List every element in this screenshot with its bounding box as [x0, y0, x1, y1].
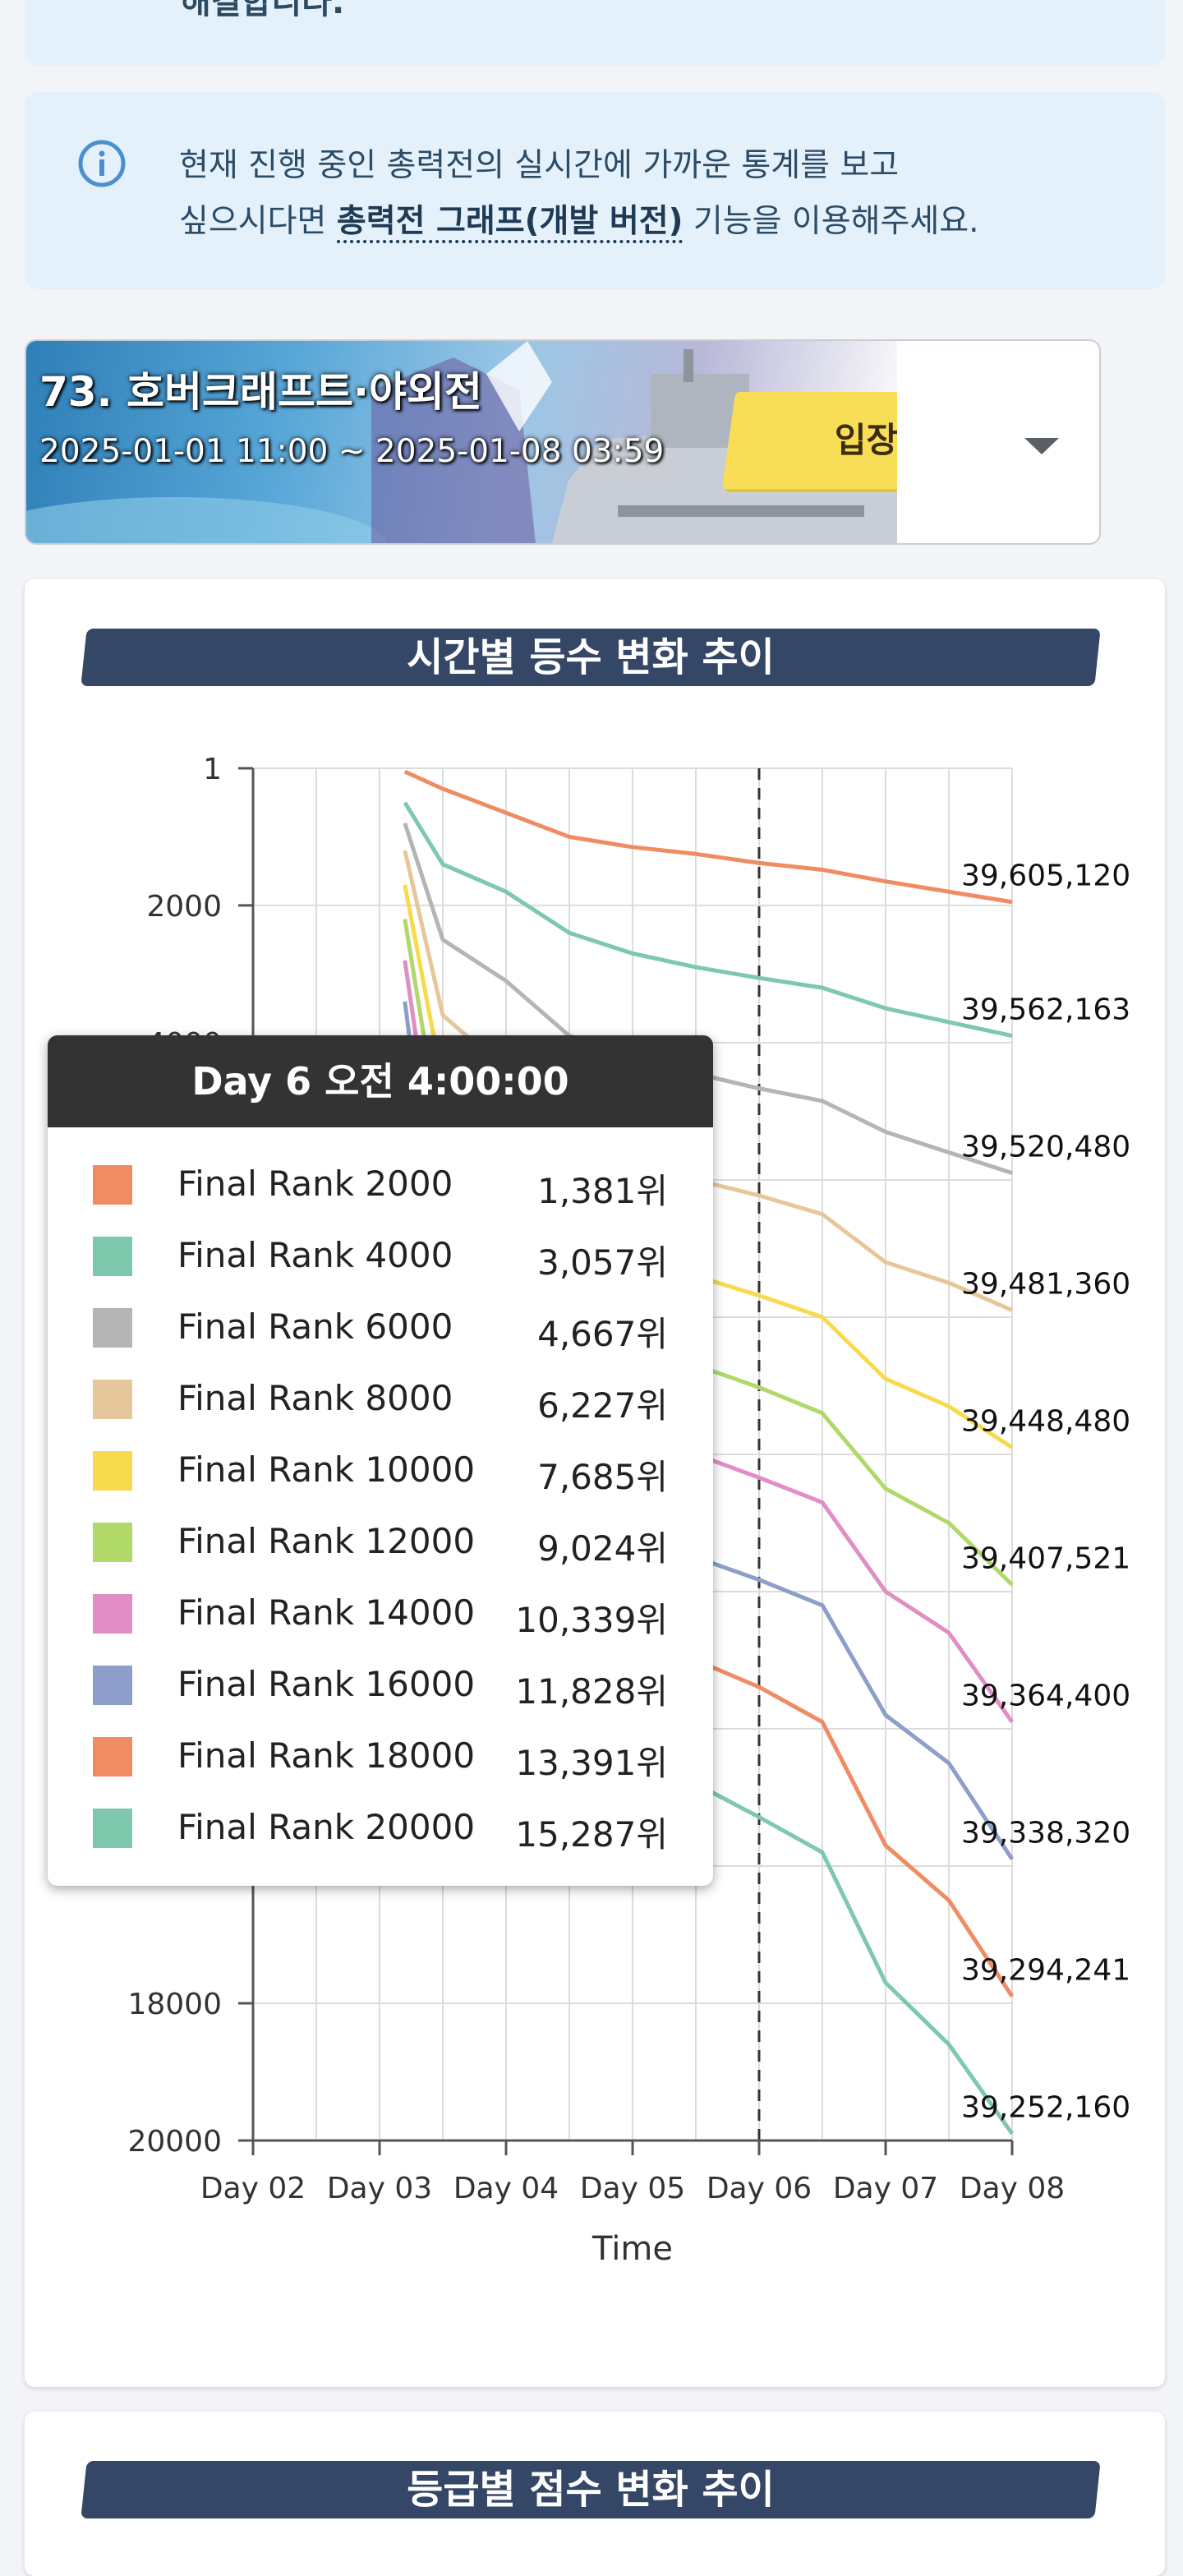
- tooltip-series-value: 13,391위: [515, 1743, 668, 1783]
- series-line: [403, 801, 1013, 1039]
- tooltip-swatch: [93, 1594, 132, 1634]
- info-top-text: 해결합니다.: [181, 0, 345, 21]
- series-end-label: 39,252,160: [961, 2091, 1130, 2125]
- series-end-label: 39,294,241: [961, 1954, 1130, 1988]
- series-end-label: 39,481,360: [961, 1268, 1130, 1302]
- chevron-down-icon[interactable]: [1024, 438, 1059, 454]
- x-tick-label: Day 06: [707, 2172, 812, 2205]
- tooltip-series-value: 4,667위: [537, 1314, 668, 1354]
- grade-panel-title: 등급별 점수 변화 추이: [407, 2467, 775, 2513]
- x-tick-label: Day 08: [960, 2172, 1065, 2205]
- tooltip-series-name: Final Rank 10000: [177, 1449, 476, 1490]
- tooltip-header: Day 6 오전 4:00:00: [48, 1035, 713, 1127]
- tooltip-series-value: 6,227위: [537, 1385, 668, 1426]
- tooltip-swatch: [93, 1237, 132, 1276]
- series-end-label: 39,364,400: [961, 1680, 1130, 1713]
- tooltip-swatch: [93, 1809, 132, 1848]
- tooltip-row: Final Rank 18000 13,391위: [48, 1729, 713, 1800]
- tooltip-series-name: Final Rank 12000: [177, 1521, 476, 1561]
- tooltip-series-name: Final Rank 20000: [177, 1807, 476, 1847]
- tooltip-swatch: [93, 1451, 132, 1491]
- tooltip-swatch: [93, 1523, 132, 1562]
- x-tick-label: Day 07: [833, 2172, 938, 2205]
- x-tick-label: Day 05: [580, 2172, 685, 2205]
- x-tick-label: Day 03: [327, 2172, 432, 2205]
- tooltip-series-value: 15,287위: [515, 1814, 668, 1855]
- series-line: [403, 769, 1013, 905]
- tooltip-row: Final Rank 10000 7,685위: [48, 1443, 713, 1514]
- chart-panel-title: 시간별 등수 변화 추이: [407, 634, 775, 680]
- notice-line-2: 싶으시다면 총력전 그래프(개발 버전) 기능을 이용해주세요.: [179, 196, 979, 243]
- tooltip-row: Final Rank 6000 4,667위: [48, 1300, 713, 1371]
- tooltip-series-value: 11,828위: [515, 1671, 668, 1712]
- tooltip-row: Final Rank 20000 15,287위: [48, 1800, 713, 1871]
- tooltip-series-name: Final Rank 18000: [177, 1735, 476, 1776]
- series-end-label: 39,407,521: [961, 1542, 1130, 1576]
- event-period: 2025-01-01 11:00 ~ 2025-01-08 03:59: [39, 433, 665, 470]
- tooltip-series-name: Final Rank 4000: [177, 1235, 453, 1275]
- tooltip-swatch: [93, 1308, 132, 1348]
- series-end-label: 39,605,120: [961, 859, 1130, 893]
- tooltip-row: Final Rank 12000 9,024위: [48, 1514, 713, 1585]
- tooltip-series-name: Final Rank 2000: [177, 1164, 453, 1204]
- event-selector[interactable]: 73. 호버크래프트·야외전 2025-01-01 11:00 ~ 2025-0…: [25, 339, 1101, 545]
- y-tick-label: 2000: [146, 890, 222, 924]
- event-banner-image: 73. 호버크래프트·야외전 2025-01-01 11:00 ~ 2025-0…: [26, 341, 897, 543]
- tooltip-series-value: 7,685위: [537, 1457, 668, 1497]
- tooltip-swatch: [93, 1380, 132, 1419]
- tooltip-series-name: Final Rank 8000: [177, 1378, 453, 1418]
- series-end-label: 39,562,163: [961, 993, 1130, 1027]
- notice-line-2-prefix: 싶으시다면: [179, 203, 337, 240]
- y-tick-label: 18000: [127, 1988, 222, 2021]
- x-tick-label: Day 02: [200, 2172, 306, 2205]
- series-end-label: 39,448,480: [961, 1405, 1130, 1439]
- tooltip-series-value: 3,057위: [537, 1242, 668, 1283]
- x-axis-title: Time: [592, 2230, 673, 2268]
- tooltip-series-name: Final Rank 14000: [177, 1592, 476, 1633]
- tooltip-row: Final Rank 4000 3,057위: [48, 1228, 713, 1299]
- info-icon: [78, 140, 126, 187]
- tooltip-row: Final Rank 14000 10,339위: [48, 1586, 713, 1657]
- y-tick-label: 1: [203, 753, 222, 786]
- notice-line-1: 현재 진행 중인 총력전의 실시간에 가까운 통계를 보고: [179, 147, 900, 184]
- event-title: 73. 호버크래프트·야외전: [39, 368, 482, 416]
- tooltip-swatch: [93, 1165, 132, 1205]
- rank-trend-panel: 시간별 등수 변화 추이 39,605,120 39,562,163 39,520,…: [25, 579, 1165, 2387]
- tooltip-series-value: 1,381위: [537, 1171, 668, 1211]
- notice-line-2-suffix: 기능을 이용해주세요.: [683, 203, 979, 240]
- series-end-label: 39,338,320: [961, 1817, 1130, 1850]
- tooltip-swatch: [93, 1737, 132, 1776]
- tooltip-series-name: Final Rank 6000: [177, 1306, 453, 1347]
- info-box-top: 해결합니다.: [25, 0, 1165, 66]
- enter-button[interactable]: 입장: [834, 420, 897, 460]
- x-tick-label: Day 04: [453, 2172, 559, 2205]
- y-tick-label: 20000: [127, 2125, 222, 2159]
- chart-tooltip: Day 6 오전 4:00:00 Final Rank 2000 1,381위 Fi…: [48, 1035, 713, 1886]
- tooltip-row: Final Rank 16000 11,828위: [48, 1657, 713, 1728]
- series-end-label: 39,520,480: [961, 1131, 1130, 1164]
- tooltip-swatch: [93, 1666, 132, 1705]
- tooltip-series-name: Final Rank 16000: [177, 1664, 476, 1704]
- tooltip-series-value: 9,024위: [537, 1528, 668, 1569]
- grade-score-panel: 등급별 점수 변화 추이: [25, 2412, 1165, 2576]
- tooltip-row: Final Rank 2000 1,381위: [48, 1157, 713, 1228]
- notice-box: [25, 92, 1165, 289]
- dev-graph-link[interactable]: 총력전 그래프(개발 버전): [336, 203, 684, 243]
- tooltip-row: Final Rank 8000 6,227위: [48, 1371, 713, 1442]
- tooltip-series-value: 10,339위: [515, 1600, 668, 1640]
